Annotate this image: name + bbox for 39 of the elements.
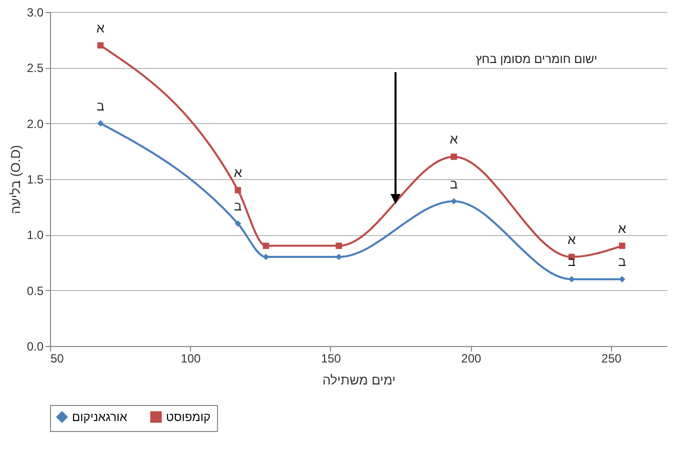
x-tick-label: 250 [601, 352, 622, 366]
point [234, 220, 242, 227]
x-axis-title: ימים משתילה [322, 372, 396, 388]
point [450, 154, 458, 160]
annotation: א [96, 20, 105, 36]
annotation: א [234, 165, 242, 180]
annotation: א [618, 220, 626, 236]
point [262, 254, 270, 260]
y-tick-label: 2.5 [26, 61, 44, 76]
legend-label: קומפוסט [166, 410, 211, 424]
y-tick-label: 3.0 [26, 6, 44, 20]
point [97, 42, 104, 49]
point [618, 242, 626, 249]
y-tick-label: 0.0 [26, 340, 44, 354]
y-tick-label: 1.0 [26, 228, 44, 242]
point [262, 242, 270, 249]
annotation: א [450, 132, 458, 147]
point [336, 254, 342, 260]
y-axis-title: בליעה (O.D) [8, 145, 23, 214]
point [618, 276, 626, 282]
point [97, 120, 104, 126]
annotation: ב [618, 254, 626, 270]
annotation: ב [234, 198, 242, 214]
y-tick-label: 1.5 [26, 172, 44, 186]
point [568, 276, 575, 282]
x-tick-label: 100 [180, 352, 202, 366]
y-tick-label: 2.0 [26, 116, 44, 131]
annotation: א [568, 232, 576, 247]
point [450, 198, 458, 204]
x-tick-label: 50 [50, 352, 64, 366]
annotation: ב [96, 98, 105, 114]
annotation: ישום חומרים מסומן בחץ [476, 52, 598, 66]
x-tick-label: 150 [320, 352, 342, 366]
x-tick-label: 200 [461, 352, 482, 366]
y-tick-label: 0.5 [26, 284, 44, 298]
legend-label: אורגאניקום [72, 410, 128, 424]
point [336, 242, 342, 249]
point [234, 186, 242, 194]
annotation: ב [450, 176, 458, 192]
